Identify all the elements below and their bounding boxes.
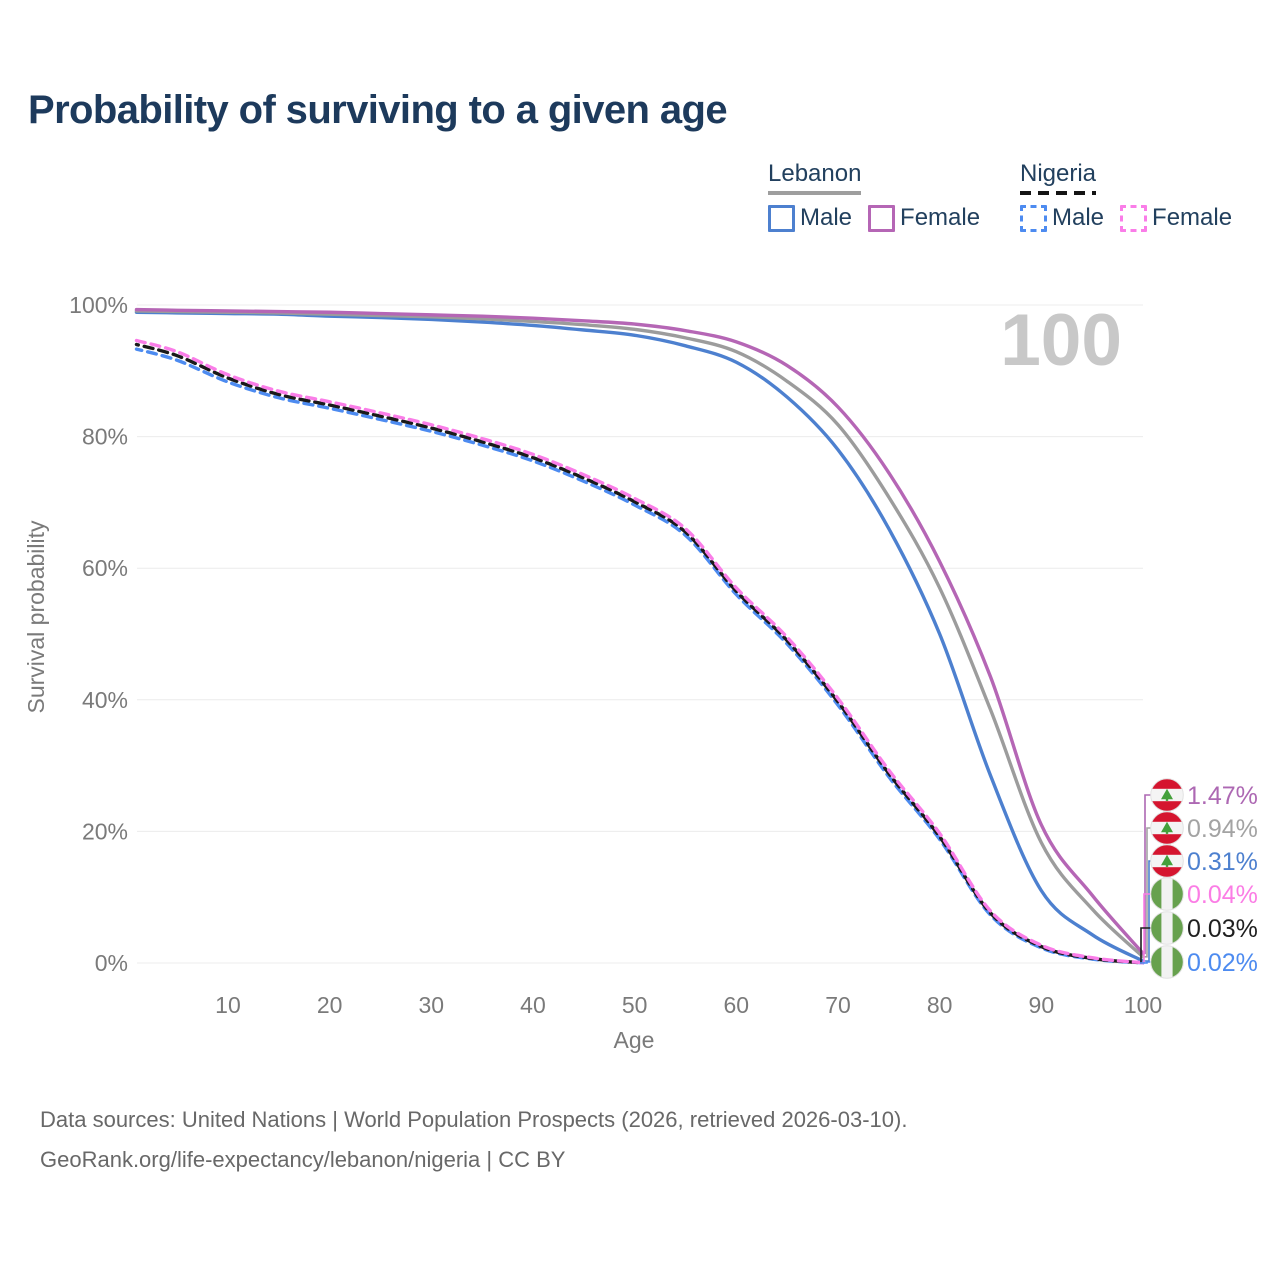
end-label-value: 0.02% <box>1187 949 1258 977</box>
y-tick-label: 20% <box>82 818 128 844</box>
x-tick-label: 80 <box>927 992 953 1018</box>
lebanon-flag-icon <box>1150 811 1184 845</box>
legend-item-lebanon-female[interactable]: Female <box>868 204 980 232</box>
series-line-nigeria-male <box>134 347 1145 965</box>
nigeria-flag-icon <box>1150 945 1184 979</box>
footer-data-sources: Data sources: United Nations | World Pop… <box>40 1107 908 1132</box>
legend-item-label: Male <box>1052 204 1105 231</box>
lebanon-flag-icon <box>1150 778 1184 812</box>
legend-group-lebanon: Lebanon Male Female <box>768 160 980 232</box>
end-label-value: 0.31% <box>1187 848 1258 876</box>
x-tick-label: 30 <box>419 992 445 1018</box>
series-line-lebanon-male <box>134 310 1145 963</box>
lebanon-male-swatch-icon <box>768 204 795 232</box>
nigeria-male-swatch-icon <box>1020 204 1047 232</box>
lebanon-solid-line-swatch-icon <box>768 191 862 195</box>
legend-group-header: Nigeria <box>1020 160 1097 195</box>
x-tick-label: 20 <box>317 992 343 1018</box>
y-tick-label: 0% <box>95 950 128 976</box>
legend-group-title-lebanon: Lebanon <box>768 160 862 187</box>
end-label-connector <box>1140 827 1151 958</box>
legend-group-header: Lebanon <box>768 160 862 195</box>
nigeria-dashed-line-swatch-icon <box>1020 191 1097 195</box>
y-tick-label: 40% <box>82 687 128 713</box>
watermark-100: 100 <box>1000 300 1122 381</box>
end-label-connector <box>1140 860 1151 962</box>
x-tick-label: 10 <box>215 992 241 1018</box>
x-tick-label: 90 <box>1029 992 1055 1018</box>
x-axis-title: Age <box>614 1027 655 1053</box>
series-line-lebanon-combined <box>134 309 1145 959</box>
series-line-nigeria-combined <box>134 342 1145 965</box>
end-label-connector <box>1140 927 1151 964</box>
x-tick-label: 70 <box>825 992 851 1018</box>
x-tick-label: 100 <box>1124 992 1162 1018</box>
nigeria-flag-icon <box>1150 877 1184 911</box>
end-label-connector <box>1140 961 1151 964</box>
legend-item-label: Female <box>1152 204 1233 231</box>
y-tick-label: 60% <box>82 555 128 581</box>
legend-item-nigeria-female[interactable]: Female <box>1120 204 1232 232</box>
series-line-lebanon-female <box>134 307 1145 956</box>
end-label-connector <box>1140 794 1151 955</box>
footer-attribution: GeoRank.org/life-expectancy/lebanon/nige… <box>40 1147 566 1172</box>
y-tick-label: 80% <box>82 424 128 450</box>
legend-group-nigeria: Nigeria Male Female <box>1020 160 1232 232</box>
x-tick-label: 40 <box>520 992 546 1018</box>
end-label-value: 0.03% <box>1187 915 1258 943</box>
x-tick-label: 50 <box>622 992 648 1018</box>
end-label-value: 1.47% <box>1187 782 1258 810</box>
end-label-value: 0.04% <box>1187 881 1258 909</box>
legend-group-title-nigeria: Nigeria <box>1020 160 1097 187</box>
nigeria-female-swatch-icon <box>1120 204 1148 232</box>
lebanon-female-swatch-icon <box>868 204 896 232</box>
y-tick-label: 100% <box>69 292 128 318</box>
legend-item-lebanon-male[interactable]: Male <box>768 204 852 232</box>
x-tick-label: 60 <box>724 992 750 1018</box>
series-line-nigeria-female <box>134 338 1145 965</box>
legend-item-label: Male <box>800 204 853 231</box>
end-label-value: 0.94% <box>1187 815 1258 843</box>
nigeria-flag-icon <box>1150 911 1184 945</box>
legend-item-label: Female <box>900 204 981 231</box>
y-axis-title: Survival probability <box>23 520 49 714</box>
page-title: Probability of surviving to a given age <box>28 88 728 132</box>
legend-item-nigeria-male[interactable]: Male <box>1020 204 1104 232</box>
footer: Data sources: United Nations | World Pop… <box>40 1100 907 1180</box>
lebanon-flag-icon <box>1150 844 1184 878</box>
end-label-connector <box>1140 893 1151 964</box>
